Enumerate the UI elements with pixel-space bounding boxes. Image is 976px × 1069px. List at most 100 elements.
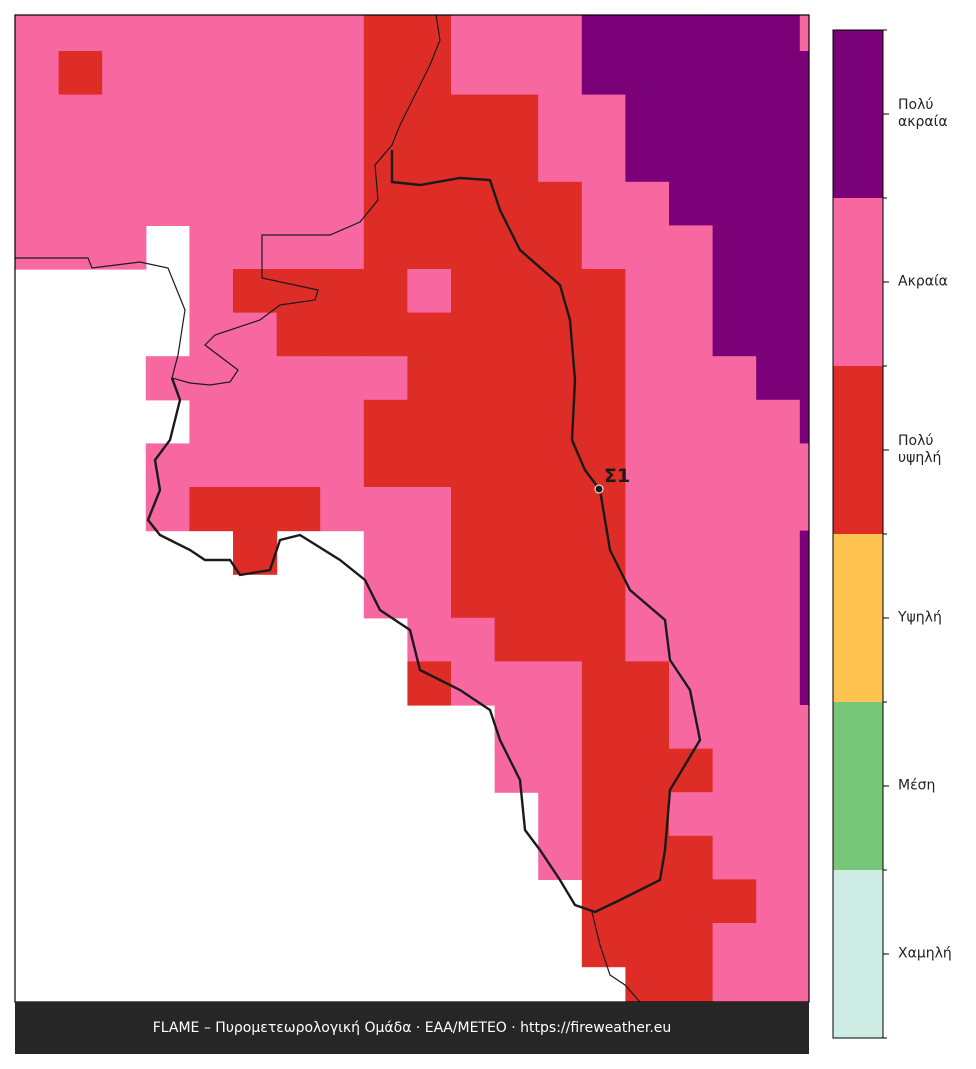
raster xyxy=(15,15,809,1002)
danger-cell xyxy=(538,661,583,706)
danger-cell xyxy=(799,269,809,314)
danger-cell xyxy=(581,661,626,706)
danger-cell xyxy=(625,530,670,575)
danger-cell xyxy=(363,269,408,314)
danger-cell xyxy=(233,94,278,139)
danger-cell xyxy=(451,356,496,401)
danger-cell xyxy=(581,269,626,314)
danger-cell xyxy=(712,617,757,662)
danger-cell xyxy=(233,181,278,226)
danger-cell xyxy=(145,138,190,183)
danger-cell xyxy=(145,51,190,96)
danger-cell xyxy=(799,748,809,793)
danger-cell xyxy=(756,530,801,575)
danger-cell xyxy=(538,487,583,532)
danger-cell xyxy=(233,399,278,444)
danger-cell xyxy=(494,443,539,488)
danger-cell xyxy=(145,443,190,488)
danger-cell xyxy=(669,94,714,139)
danger-cell xyxy=(669,487,714,532)
danger-cell xyxy=(363,530,408,575)
danger-cell xyxy=(538,705,583,750)
danger-cell xyxy=(799,923,809,968)
danger-cell xyxy=(189,15,234,52)
danger-cell xyxy=(58,225,103,270)
station-marker xyxy=(594,484,604,494)
danger-cell xyxy=(494,617,539,662)
danger-cell xyxy=(276,225,321,270)
danger-cell xyxy=(276,181,321,226)
danger-cell xyxy=(363,138,408,183)
danger-cell xyxy=(363,225,408,270)
danger-cell xyxy=(581,94,626,139)
danger-cell xyxy=(189,356,234,401)
danger-cell xyxy=(581,443,626,488)
danger-cell xyxy=(102,51,147,96)
danger-cell xyxy=(538,399,583,444)
danger-cell xyxy=(669,879,714,924)
danger-cell xyxy=(233,15,278,52)
danger-cell xyxy=(451,51,496,96)
danger-cell xyxy=(625,269,670,314)
danger-cell xyxy=(15,138,60,183)
danger-cell xyxy=(320,94,365,139)
danger-cell xyxy=(451,138,496,183)
danger-cell xyxy=(581,356,626,401)
danger-cell xyxy=(625,51,670,96)
danger-cell xyxy=(625,705,670,750)
danger-cell xyxy=(407,530,452,575)
danger-cell xyxy=(102,181,147,226)
danger-cell xyxy=(625,399,670,444)
danger-cell xyxy=(799,966,809,1002)
danger-cell xyxy=(407,138,452,183)
danger-cell xyxy=(451,225,496,270)
danger-cell xyxy=(451,312,496,357)
danger-cell xyxy=(712,879,757,924)
danger-cell xyxy=(494,356,539,401)
danger-cell xyxy=(102,94,147,139)
danger-cell xyxy=(276,269,321,314)
danger-cell xyxy=(799,705,809,750)
danger-cell xyxy=(538,51,583,96)
danger-cell xyxy=(494,269,539,314)
danger-cell xyxy=(363,181,408,226)
danger-cell xyxy=(669,225,714,270)
danger-cell xyxy=(276,15,321,52)
danger-cell xyxy=(625,792,670,837)
danger-cell xyxy=(712,225,757,270)
danger-cell xyxy=(669,51,714,96)
danger-cell xyxy=(712,705,757,750)
danger-cell xyxy=(145,181,190,226)
legend-label: Χαμηλή xyxy=(898,945,952,962)
borders xyxy=(15,15,702,1002)
danger-cell xyxy=(407,181,452,226)
colorbar-swatch xyxy=(833,198,883,366)
danger-cell xyxy=(538,269,583,314)
legend-label: Μέση xyxy=(898,777,936,794)
danger-cell xyxy=(669,356,714,401)
danger-cell xyxy=(58,51,103,96)
danger-cell xyxy=(407,617,452,662)
danger-cell xyxy=(407,51,452,96)
danger-cell xyxy=(756,966,801,1002)
danger-cell xyxy=(233,138,278,183)
danger-cell xyxy=(712,399,757,444)
danger-cell xyxy=(799,530,809,575)
danger-cell xyxy=(799,487,809,532)
danger-cell xyxy=(494,530,539,575)
danger-cell xyxy=(799,181,809,226)
danger-cell xyxy=(363,15,408,52)
danger-cell xyxy=(581,792,626,837)
danger-cell xyxy=(799,443,809,488)
danger-cell xyxy=(538,792,583,837)
danger-cell xyxy=(538,181,583,226)
danger-cell xyxy=(799,356,809,401)
danger-cell xyxy=(58,15,103,52)
colorbar-swatch xyxy=(833,366,883,534)
danger-cell xyxy=(58,138,103,183)
danger-cell xyxy=(363,356,408,401)
danger-cell xyxy=(276,51,321,96)
danger-cell xyxy=(712,487,757,532)
danger-cell xyxy=(276,312,321,357)
